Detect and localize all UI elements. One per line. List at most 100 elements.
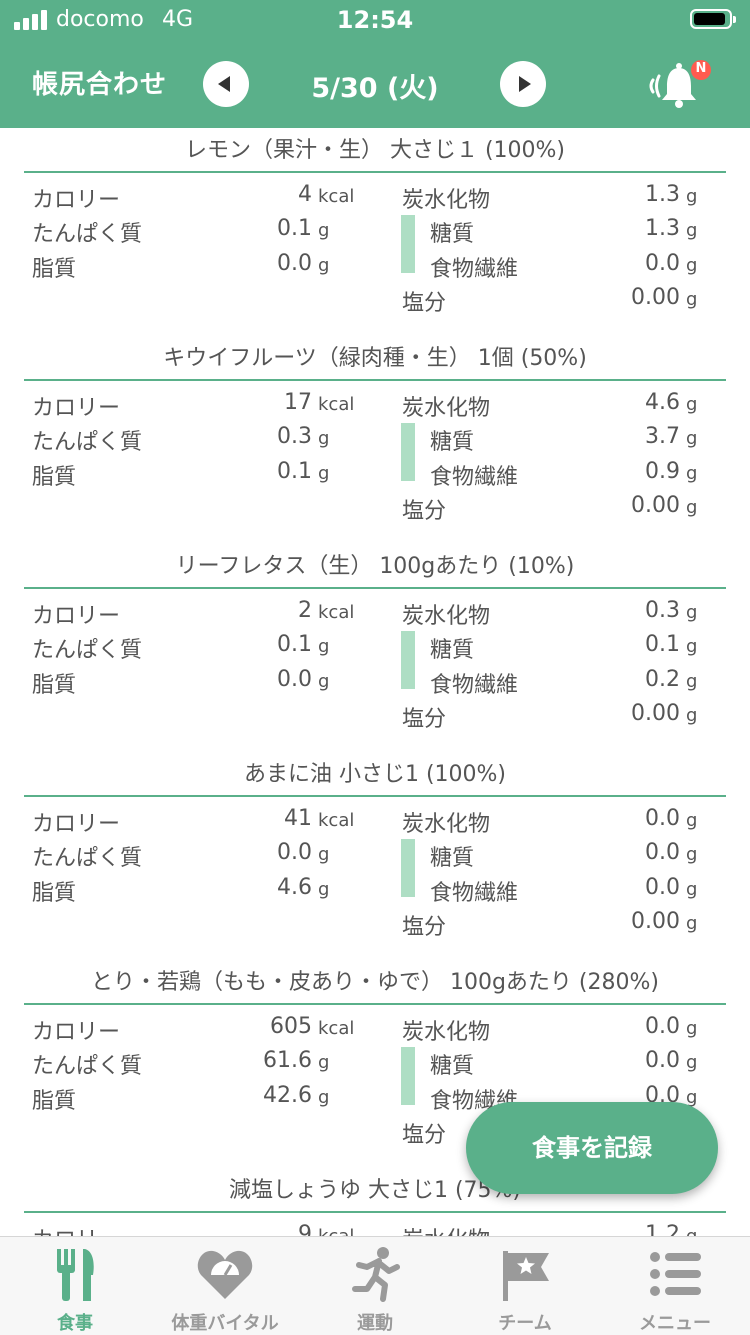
tab-exercise[interactable]: 運動 bbox=[300, 1237, 450, 1335]
fork-knife-icon bbox=[57, 1249, 94, 1301]
value-fat: 42.6 bbox=[263, 1083, 312, 1108]
unit-g: g bbox=[686, 186, 698, 207]
food-item[interactable]: レモン（果汁・生） 大さじ１ (100%) カロリー 4 kcal たんぱく質 0.1 g 脂… bbox=[0, 128, 750, 336]
value-fiber: 0.0 bbox=[645, 251, 680, 276]
value-calorie: 4 bbox=[298, 182, 312, 207]
notification-badge: N bbox=[695, 61, 707, 76]
value-fiber: 0.0 bbox=[645, 875, 680, 900]
unit-g: g bbox=[686, 1226, 697, 1236]
unit-g: g bbox=[318, 220, 330, 241]
unit-g: g bbox=[686, 289, 698, 310]
label-fiber: 食物繊維 bbox=[430, 465, 519, 490]
label-sugar: 糖質 bbox=[430, 430, 475, 455]
value-calorie: 41 bbox=[284, 806, 312, 831]
food-name: キウイフルーツ（緑肉種・生） 1個 (50%) bbox=[163, 346, 587, 371]
label-protein: たんぱく質 bbox=[32, 846, 143, 871]
battery-icon bbox=[690, 9, 736, 29]
food-name: あまに油 小さじ1 (100%) bbox=[243, 762, 507, 787]
label-carb: 炭水化物 bbox=[402, 396, 491, 421]
page-title: 帳尻合わせ bbox=[32, 70, 168, 100]
food-item[interactable]: あまに油 小さじ1 (100%) カロリー 41 kcal たんぱく質 0.0 g 脂質 4.6… bbox=[0, 752, 750, 960]
unit-kcal: kcal bbox=[318, 1018, 355, 1039]
tab-label-exercise: 運動 bbox=[357, 1313, 393, 1334]
sugar-fiber-bar bbox=[401, 1047, 415, 1105]
tab-team[interactable]: チーム bbox=[450, 1237, 600, 1335]
value-salt: 0.00 bbox=[631, 701, 680, 726]
value-protein: 0.1 bbox=[277, 632, 312, 657]
divider bbox=[24, 795, 726, 797]
label-salt: 塩分 bbox=[402, 1123, 447, 1148]
next-day-button[interactable] bbox=[500, 61, 546, 107]
tab-menu[interactable]: メニュー bbox=[600, 1237, 750, 1335]
value-protein: 0.3 bbox=[277, 424, 312, 449]
label-fat: 脂質 bbox=[32, 673, 77, 698]
value-fiber: 0.9 bbox=[645, 459, 680, 484]
food-item[interactable]: キウイフルーツ（緑肉種・生） 1個 (50%) カロリー 17 kcal たんぱく質 0.… bbox=[0, 336, 750, 544]
tab-weight-vital[interactable]: 体重バイタル bbox=[150, 1237, 300, 1335]
chevron-right-icon bbox=[519, 76, 531, 92]
label-calorie: カロリー bbox=[32, 812, 121, 837]
unit-kcal: kcal bbox=[318, 602, 355, 623]
value-carb: 4.6 bbox=[645, 390, 680, 415]
food-name: リーフレタス（生） 100gあたり (10%) bbox=[175, 554, 575, 579]
food-item[interactable]: リーフレタス（生） 100gあたり (10%) カロリー 2 kcal たんぱく質 0.1… bbox=[0, 544, 750, 752]
bell-icon bbox=[649, 60, 711, 108]
value-fat: 4.6 bbox=[277, 875, 312, 900]
value-calorie: 17 bbox=[284, 390, 312, 415]
label-carb: 炭水化物 bbox=[402, 1222, 490, 1236]
record-meal-button[interactable]: 食事を記録 bbox=[466, 1102, 718, 1194]
unit-g: g bbox=[686, 810, 698, 831]
label-fat: 脂質 bbox=[32, 257, 77, 282]
tab-meal[interactable]: 食事 bbox=[0, 1237, 150, 1335]
tab-label-team: チーム bbox=[498, 1313, 552, 1334]
label-salt: 塩分 bbox=[402, 915, 447, 940]
value-salt: 0.00 bbox=[631, 493, 680, 518]
sugar-fiber-bar bbox=[401, 215, 415, 273]
tab-label-weight-vital: 体重バイタル bbox=[171, 1313, 279, 1334]
unit-g: g bbox=[318, 671, 330, 692]
label-protein: たんぱく質 bbox=[32, 638, 143, 663]
value-sugar: 1.3 bbox=[645, 216, 680, 241]
food-item[interactable]: 減塩しょうゆ 大さじ1 (75%)カロリー9kcalたんぱく質脂質炭水化物1.2… bbox=[0, 1168, 750, 1236]
value-sugar: 0.0 bbox=[645, 840, 680, 865]
unit-g: g bbox=[318, 428, 330, 449]
sugar-fiber-bar bbox=[401, 839, 415, 897]
label-salt: 塩分 bbox=[402, 707, 447, 732]
label-fat: 脂質 bbox=[32, 881, 77, 906]
food-list[interactable]: レモン（果汁・生） 大さじ１ (100%) カロリー 4 kcal たんぱく質 0.1 g 脂… bbox=[0, 128, 750, 1236]
unit-g: g bbox=[686, 636, 698, 657]
food-item[interactable]: とり・若鶏（もも・皮あり・ゆで） 100gあたり (280%) カロリー 605 kc… bbox=[0, 960, 750, 1168]
menu-list-icon bbox=[650, 1252, 701, 1296]
label-calorie: カロリー bbox=[32, 1222, 120, 1236]
prev-day-button[interactable] bbox=[203, 61, 249, 107]
clock: 12:54 bbox=[336, 6, 414, 34]
label-carb: 炭水化物 bbox=[402, 188, 491, 213]
runner-icon bbox=[352, 1247, 400, 1302]
status-bar: docomo 4G 12:54 bbox=[0, 0, 750, 40]
unit-g: g bbox=[686, 879, 698, 900]
label-calorie: カロリー bbox=[32, 396, 121, 421]
value-protein: 0.0 bbox=[277, 840, 312, 865]
sugar-fiber-bar bbox=[401, 423, 415, 481]
label-calorie: カロリー bbox=[32, 604, 121, 629]
label-salt: 塩分 bbox=[402, 291, 447, 316]
label-carb: 炭水化物 bbox=[402, 1020, 491, 1045]
label-sugar: 糖質 bbox=[430, 222, 475, 247]
network-type: 4G bbox=[162, 7, 194, 32]
sugar-fiber-bar bbox=[401, 631, 415, 689]
unit-g: g bbox=[686, 463, 698, 484]
food-name: とり・若鶏（もも・皮あり・ゆで） 100gあたり (280%) bbox=[90, 970, 659, 995]
value-carb: 1.2 bbox=[645, 1222, 680, 1236]
divider bbox=[24, 1003, 726, 1005]
heart-scale-icon bbox=[197, 1250, 253, 1299]
value-sugar: 0.0 bbox=[645, 1048, 680, 1073]
tab-label-menu: メニュー bbox=[639, 1313, 711, 1334]
unit-g: g bbox=[686, 255, 698, 276]
value-protein: 61.6 bbox=[263, 1048, 312, 1073]
unit-g: g bbox=[318, 636, 330, 657]
unit-g: g bbox=[686, 220, 698, 241]
notification-button[interactable]: N bbox=[645, 58, 713, 110]
value-carb: 1.3 bbox=[645, 182, 680, 207]
value-salt: 0.00 bbox=[631, 909, 680, 934]
unit-g: g bbox=[318, 463, 330, 484]
